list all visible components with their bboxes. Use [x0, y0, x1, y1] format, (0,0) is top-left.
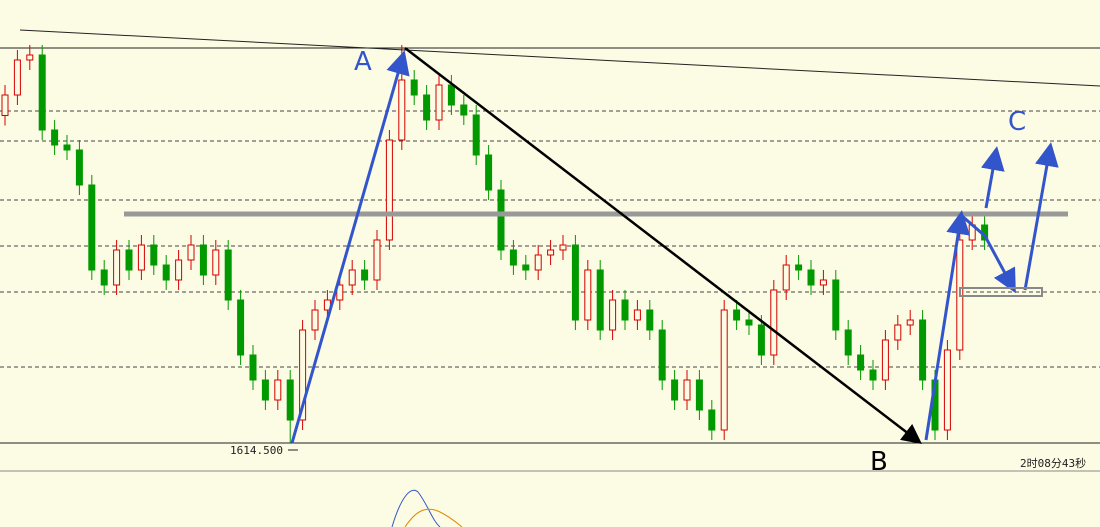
- candle-body: [224, 249, 232, 301]
- candle-body: [584, 269, 592, 321]
- trend-line: [19, 29, 1100, 87]
- grid-lines: [0, 47, 1100, 472]
- candle-body: [609, 299, 617, 331]
- candle-body: [708, 409, 716, 431]
- candle-body: [671, 379, 679, 401]
- candle-body: [26, 54, 34, 61]
- candle-body: [38, 54, 46, 131]
- candle-body: [274, 379, 282, 401]
- candle-body: [261, 379, 269, 401]
- arrow-c2: [1023, 142, 1059, 291]
- candle-body: [844, 329, 852, 356]
- annotations: A B C 1614.500 2时08分43秒: [19, 29, 1100, 527]
- candle-body: [472, 114, 480, 156]
- candles: [1, 45, 989, 443]
- candle-body: [187, 244, 195, 261]
- candle-body: [919, 319, 927, 381]
- candle-body: [175, 259, 183, 281]
- candle-body: [13, 59, 21, 96]
- candle-body: [348, 269, 356, 286]
- indicator-line: [391, 489, 441, 527]
- candle-body: [745, 319, 753, 326]
- candle-body: [100, 269, 108, 286]
- candle-body: [881, 339, 889, 381]
- candle-body: [857, 354, 865, 371]
- candle-body: [695, 379, 703, 411]
- candle-body: [596, 269, 604, 331]
- candle-body: [571, 244, 579, 321]
- candle-body: [757, 324, 765, 356]
- candle-body: [807, 269, 815, 286]
- candle-body: [113, 249, 121, 286]
- candle-body: [522, 264, 530, 271]
- candle-body: [88, 184, 96, 271]
- candle-body: [435, 84, 443, 121]
- label-c: C: [1008, 107, 1026, 137]
- candle-body: [361, 269, 369, 281]
- candle-body: [485, 154, 493, 191]
- target-box: [959, 287, 1043, 297]
- candle-body: [75, 149, 83, 186]
- candle-body: [633, 309, 641, 321]
- candle-body: [423, 94, 431, 121]
- candle-body: [795, 264, 803, 271]
- candle-body: [162, 264, 170, 281]
- candle-body: [460, 104, 468, 116]
- candle-body: [125, 249, 133, 271]
- candle-body: [497, 189, 505, 251]
- candle-body: [398, 79, 406, 141]
- timer: 2时08分43秒: [1020, 456, 1086, 470]
- candle-body: [199, 244, 207, 276]
- candle-body: [869, 369, 877, 381]
- candle-body: [646, 309, 654, 331]
- candle-body: [782, 264, 790, 291]
- candle-body: [373, 239, 381, 281]
- candle-body: [559, 244, 567, 251]
- candle-body: [410, 79, 418, 96]
- candle-body: [621, 299, 629, 321]
- candle-body: [311, 309, 319, 331]
- candle-body: [733, 309, 741, 321]
- candle-body: [1, 94, 9, 116]
- candle-body: [509, 249, 517, 266]
- candle-body: [770, 289, 778, 356]
- candle-body: [658, 329, 666, 381]
- candle-body: [63, 144, 71, 151]
- candle-body: [385, 139, 393, 241]
- candle-body: [51, 129, 59, 146]
- candle-body: [299, 329, 307, 421]
- candle-body: [683, 379, 691, 401]
- arrow-pullback: [961, 214, 1016, 294]
- candle-body: [212, 249, 220, 276]
- label-a: A: [354, 47, 372, 77]
- low-label: 1614.500: [230, 444, 283, 457]
- candle-body: [832, 279, 840, 331]
- arrow-up: [924, 210, 971, 441]
- candle-body: [137, 244, 145, 271]
- candle-body: [894, 324, 902, 341]
- arrow-ab: [404, 47, 922, 445]
- candle-body: [336, 284, 344, 301]
- candle-body: [943, 349, 951, 431]
- candle-body: [286, 379, 294, 421]
- candle-body: [447, 84, 455, 106]
- candle-body: [150, 244, 158, 266]
- candle-body: [547, 249, 555, 256]
- arrow-c1: [981, 146, 1005, 209]
- candle-body: [237, 299, 245, 356]
- indicator-line: [404, 508, 463, 527]
- candle-body: [720, 309, 728, 431]
- arrow-a: [290, 50, 410, 444]
- candle-body: [249, 354, 257, 381]
- candle-body: [906, 319, 914, 326]
- candle-body: [534, 254, 542, 271]
- label-b: B: [870, 447, 888, 477]
- candle-body: [819, 279, 827, 286]
